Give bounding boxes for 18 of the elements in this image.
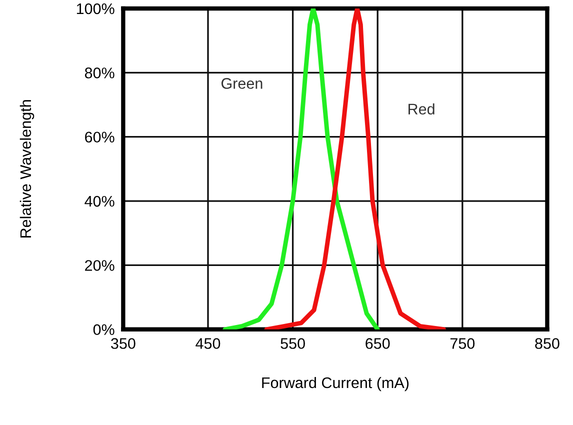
y-tick-label: 40% xyxy=(84,196,114,207)
text: Green xyxy=(221,78,262,89)
x-tick-label: 750 xyxy=(450,338,475,349)
line-series xyxy=(222,8,380,330)
x-tick-label: 350 xyxy=(111,338,136,349)
x-axis-title: Forward Current (mA) xyxy=(262,376,409,392)
text: Red xyxy=(408,103,434,115)
line-series xyxy=(264,8,446,330)
x-tick-label: 450 xyxy=(196,338,220,349)
y-tick-label: 80% xyxy=(84,68,114,78)
y-tick-label: 100% xyxy=(76,3,114,14)
y-axis-title: Relative Wavelength xyxy=(20,100,34,238)
x-tick-label: 650 xyxy=(366,338,390,349)
x-tick-label: 850 xyxy=(535,338,560,349)
y-tick-label: 20% xyxy=(85,260,114,271)
x-tick-label: 550 xyxy=(280,338,305,349)
y-tick-label: 0% xyxy=(93,324,114,336)
y-tick-label: 60% xyxy=(85,132,114,143)
